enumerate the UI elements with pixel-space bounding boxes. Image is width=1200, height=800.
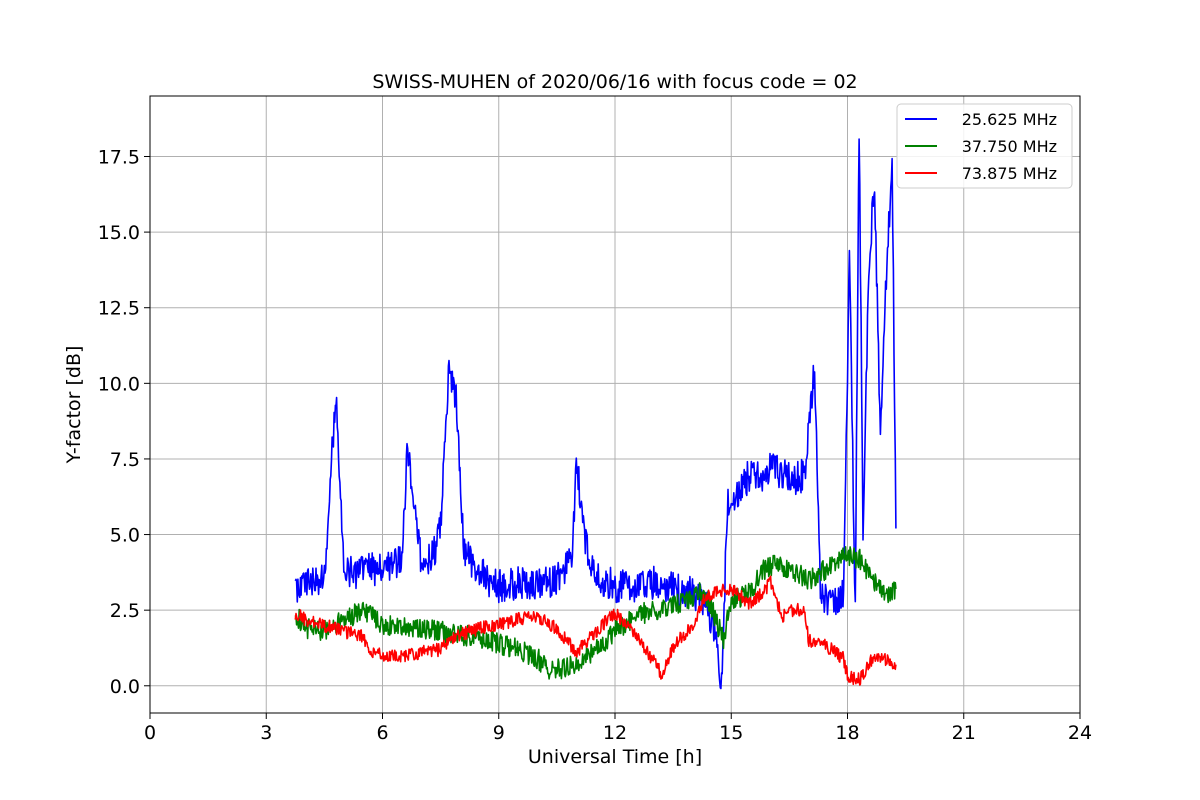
y-axis-ticks: 0.0 2.5 5.0 7.5 10.0 12.5 15.0 17.5: [98, 146, 150, 698]
x-tick-label: 3: [260, 722, 272, 744]
y-tick-label: 10.0: [98, 373, 140, 395]
x-tick-label: 15: [719, 722, 743, 744]
x-tick-label: 18: [835, 722, 859, 744]
legend-box: [896, 103, 1073, 189]
y-tick-label: 7.5: [110, 449, 140, 471]
y-tick-label: 12.5: [98, 298, 140, 320]
x-axis-ticks: 0 3 6 9 12 15 18 21 24: [144, 713, 1092, 744]
legend-label: 37.750 MHz: [962, 137, 1057, 156]
x-tick-label: 24: [1068, 722, 1092, 744]
chart-title: SWISS-MUHEN of 2020/06/16 with focus cod…: [372, 71, 857, 93]
x-tick-label: 12: [603, 722, 627, 744]
series-line-3: [294, 575, 897, 686]
x-tick-label: 6: [376, 722, 388, 744]
x-tick-label: 0: [144, 722, 156, 744]
legend: 25.625 MHz 37.750 MHz 73.875 MHz: [896, 103, 1073, 189]
x-axis-label: Universal Time [h]: [528, 746, 702, 768]
y-tick-label: 2.5: [110, 600, 140, 622]
y-tick-label: 5.0: [110, 525, 140, 547]
series-line-1: [294, 138, 897, 690]
y-axis-label: Y-factor [dB]: [63, 346, 85, 465]
legend-label: 25.625 MHz: [962, 110, 1057, 129]
x-tick-label: 9: [493, 722, 505, 744]
grid-lines: [149, 96, 1081, 713]
y-tick-label: 15.0: [98, 222, 140, 244]
y-tick-label: 0.0: [110, 676, 140, 698]
series-line-2: [294, 545, 897, 680]
y-tick-label: 17.5: [98, 146, 140, 168]
legend-label: 73.875 MHz: [962, 164, 1057, 183]
series-lines: [294, 138, 897, 690]
x-tick-label: 21: [952, 722, 976, 744]
